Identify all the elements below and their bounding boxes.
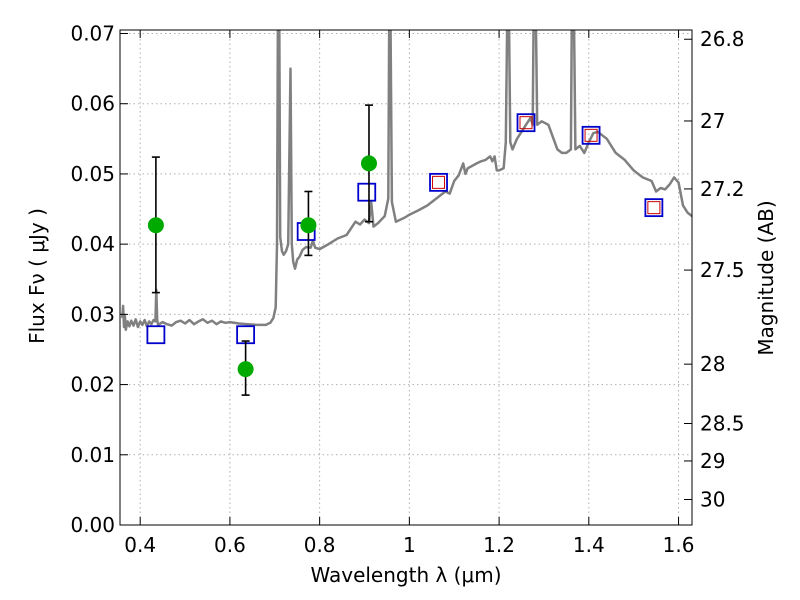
model-band-marker (581, 125, 601, 145)
y-tick-label: 0.02 (70, 373, 115, 397)
y-tick-label: 0.01 (70, 443, 115, 467)
right-tick-label: 28.5 (700, 412, 745, 436)
right-tick-label: 26.8 (700, 27, 745, 51)
ticks-layer (120, 30, 692, 526)
model-band-marker (516, 113, 536, 133)
y-tick-label: 0.05 (70, 162, 115, 186)
y-axis-label: Flux Fν ( μJy ) (25, 208, 49, 344)
model-band-marker (146, 325, 166, 345)
x-axis-label: Wavelength λ (μm) (310, 563, 501, 587)
model-photometry-layer (146, 113, 664, 345)
y-tick-label: 0.06 (70, 92, 115, 116)
y-tick-label: 0.04 (70, 232, 115, 256)
y-tick-label: 0.03 (70, 302, 115, 326)
observed-point (300, 217, 317, 234)
right-tick-label: 27.2 (700, 177, 745, 201)
y-tick-label: 0.00 (70, 513, 115, 537)
model-band-inner-marker (584, 128, 598, 142)
x-tick-labels: 0.4 0.6 0.8 1 1.2 1.4 1.6 (124, 533, 694, 557)
x-tick-label: 0.8 (304, 533, 336, 557)
model-band-inner-marker (432, 175, 446, 189)
x-tick-label: 0.6 (214, 533, 246, 557)
plot-frame (119, 29, 693, 526)
x-tick-label: 0.4 (124, 533, 156, 557)
spectrum-line (120, 30, 692, 332)
model-band-marker (429, 172, 448, 192)
x-tick-label: 1.2 (483, 533, 515, 557)
y-tick-labels: 0.00 0.01 0.02 0.03 0.04 0.05 0.06 0.07 (70, 22, 115, 537)
right-tick-label: 27.5 (700, 258, 745, 282)
right-tick-label: 30 (700, 488, 725, 512)
grid (120, 30, 692, 525)
x-tick-label: 1.6 (663, 533, 695, 557)
x-tick-label: 1 (403, 533, 416, 557)
observed-photometry-layer (147, 104, 377, 396)
right-axis-label: Magnitude (AB) (754, 200, 778, 355)
right-tick-label: 29 (700, 449, 725, 473)
observed-point (237, 361, 254, 378)
right-tick-labels: 26.8 27 27.2 27.5 28 28.5 29 30 (700, 27, 745, 511)
x-tick-label: 1.4 (573, 533, 605, 557)
y-tick-label: 0.07 (70, 22, 115, 46)
model-band-inner-marker (647, 201, 661, 215)
model-band-marker (357, 182, 377, 202)
right-tick-label: 28 (700, 352, 725, 376)
model-band-marker (644, 198, 664, 218)
model-band-inner-marker (519, 116, 533, 130)
right-tick-label: 27 (700, 109, 725, 133)
observed-point (147, 217, 164, 234)
observed-point (360, 155, 377, 172)
spectrum-layer (120, 30, 692, 332)
